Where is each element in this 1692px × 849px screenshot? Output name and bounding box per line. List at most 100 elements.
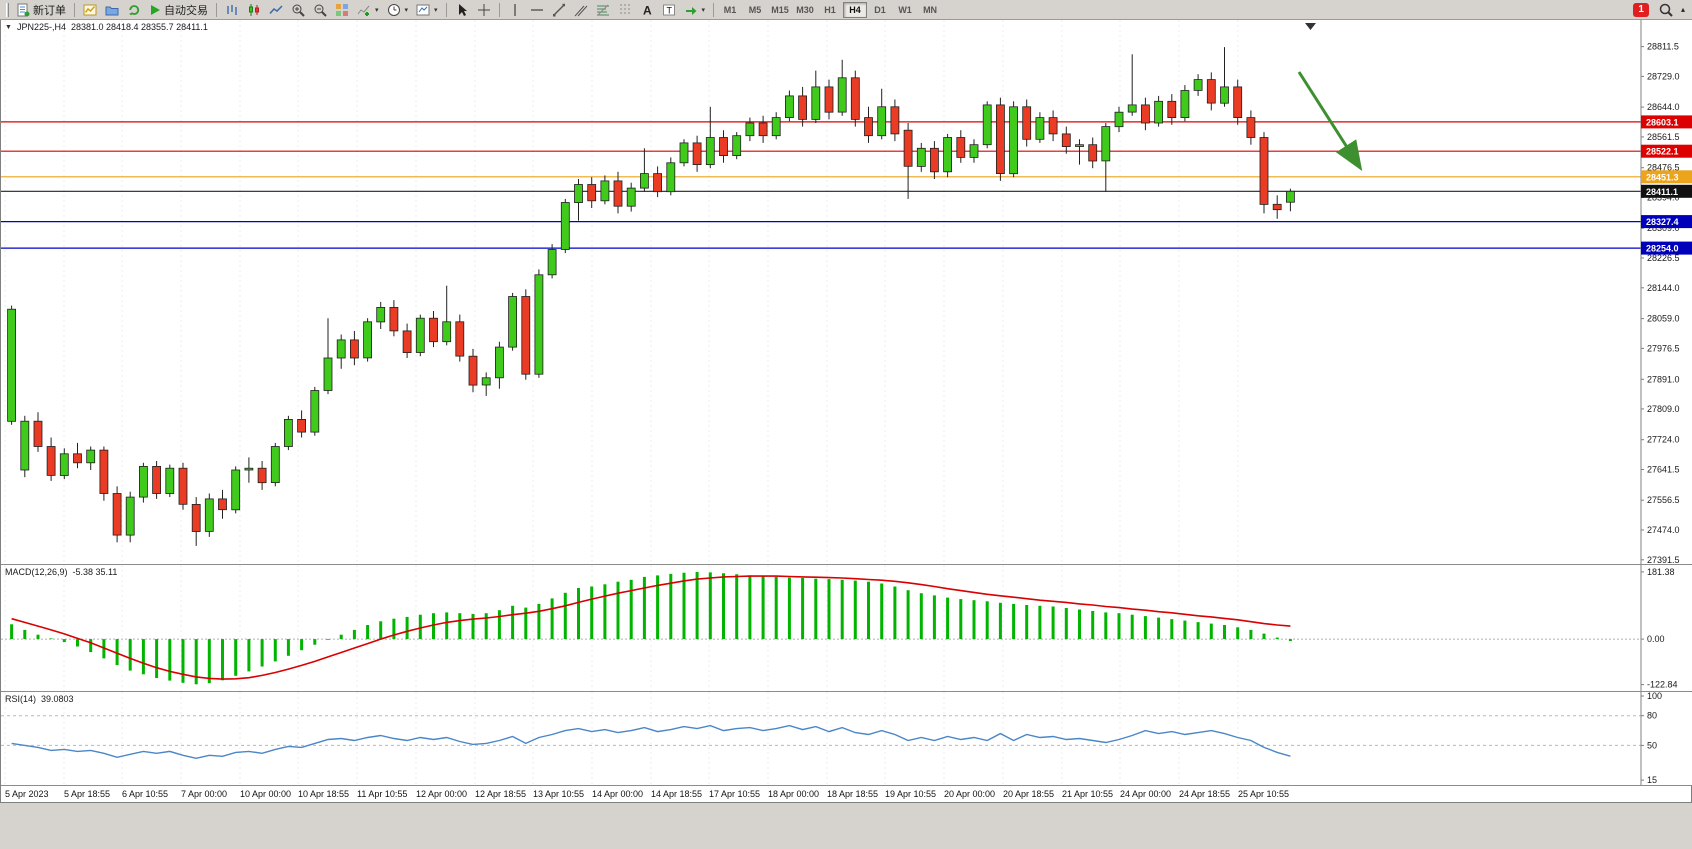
line-chart-icon	[269, 4, 283, 14]
svg-text:28411.1: 28411.1	[1646, 187, 1678, 197]
new-order-button[interactable]: 新订单	[12, 1, 70, 19]
new-chart-button[interactable]	[79, 1, 101, 19]
svg-text:27556.5: 27556.5	[1647, 495, 1680, 505]
time-label: 24 Apr 18:55	[1179, 789, 1231, 799]
zoom-out-icon	[314, 4, 327, 17]
trendline-button[interactable]	[548, 1, 570, 19]
time-label: 6 Apr 10:55	[122, 789, 169, 799]
svg-text:-122.84: -122.84	[1647, 680, 1678, 690]
timeframe-d1-button[interactable]: D1	[868, 2, 892, 18]
search-button[interactable]	[1655, 1, 1677, 19]
vertical-line-button[interactable]	[504, 1, 526, 19]
timeframe-h4-button[interactable]: H4	[843, 1, 868, 18]
svg-text:28309.0: 28309.0	[1647, 223, 1680, 233]
separator	[216, 2, 217, 17]
svg-text:28644.0: 28644.0	[1647, 102, 1680, 112]
dropdown-caret-icon: ▾	[375, 6, 379, 14]
time-label: 17 Apr 10:55	[709, 789, 761, 799]
svg-text:28476.5: 28476.5	[1647, 163, 1680, 173]
vertical-line-icon	[513, 3, 516, 16]
timeframe-m15-button[interactable]: M15	[768, 2, 792, 18]
timeframe-w1-button[interactable]: W1	[893, 2, 917, 18]
new-order-icon	[17, 3, 30, 16]
new-order-label: 新订单	[33, 4, 66, 17]
price-chart[interactable]: 28811.528729.028644.028561.528476.528394…	[1, 20, 1692, 564]
one-click-trading-toggle[interactable]: ▼	[5, 23, 12, 31]
time-label: 10 Apr 18:55	[298, 789, 350, 799]
svg-text:28603.1: 28603.1	[1646, 117, 1679, 127]
auto-trading-button[interactable]: 自动交易	[145, 1, 212, 19]
templates-button[interactable]: ▾	[412, 1, 442, 19]
svg-text:27391.5: 27391.5	[1647, 555, 1680, 564]
candlestick-chart-button[interactable]	[243, 1, 265, 19]
line-chart-button[interactable]	[265, 1, 287, 19]
svg-text:28729.0: 28729.0	[1647, 71, 1680, 81]
price-tag	[1641, 170, 1692, 184]
tile-windows-icon	[336, 3, 348, 16]
cycle-lines-button[interactable]	[614, 1, 636, 19]
time-label: 11 Apr 10:55	[357, 789, 408, 799]
timeframe-m1-button[interactable]: M1	[718, 2, 742, 18]
text-label-icon: T	[662, 4, 675, 15]
time-label: 10 Apr 00:00	[240, 789, 292, 799]
svg-text:27809.0: 27809.0	[1647, 404, 1680, 414]
arrows-icon	[685, 6, 697, 15]
time-label: 21 Apr 10:55	[1062, 789, 1114, 799]
chart-window: 28811.528729.028644.028561.528476.528394…	[0, 20, 1692, 802]
search-icon	[1659, 3, 1673, 17]
svg-text:28059.0: 28059.0	[1647, 314, 1680, 324]
svg-text:28144.0: 28144.0	[1647, 283, 1680, 293]
indicators-button[interactable]: ▾	[353, 1, 383, 19]
cycle-lines-icon	[620, 3, 630, 16]
price-pane[interactable]: 28811.528729.028644.028561.528476.528394…	[1, 20, 1692, 565]
rsi-pane[interactable]: 100 80 50 15 RSI(14) 39.0803	[1, 692, 1692, 786]
templates-icon	[416, 4, 430, 15]
svg-text:28561.5: 28561.5	[1647, 132, 1680, 142]
refresh-button[interactable]	[123, 1, 145, 19]
svg-text:28226.5: 28226.5	[1647, 253, 1680, 263]
timeframe-m5-button[interactable]: M5	[743, 2, 767, 18]
text-button[interactable]: A	[636, 1, 658, 19]
trendline-icon	[552, 3, 565, 16]
arrows-button[interactable]: ▾	[680, 1, 710, 19]
svg-text:50: 50	[1647, 740, 1657, 750]
timeframe-group: M1 M5 M15 M30 H1 H4 D1 W1 MN	[718, 1, 942, 18]
time-axis[interactable]: 5 Apr 2023 5 Apr 18:55 6 Apr 10:55 7 Apr 00…	[1, 786, 1691, 802]
svg-text:28811.5: 28811.5	[1647, 42, 1679, 52]
periods-button[interactable]: ▾	[383, 1, 413, 19]
zoom-in-button[interactable]	[287, 1, 309, 19]
horizontal-line-button[interactable]	[526, 1, 548, 19]
svg-text:0.00: 0.00	[1647, 634, 1665, 644]
svg-text:28254.0: 28254.0	[1646, 244, 1679, 254]
svg-text:15: 15	[1647, 775, 1657, 785]
text-label-button[interactable]: T	[658, 1, 680, 19]
macd-chart[interactable]: 181.38 0.00 -122.84	[1, 565, 1692, 691]
profiles-button[interactable]	[101, 1, 123, 19]
tile-windows-button[interactable]	[331, 1, 353, 19]
rsi-chart[interactable]: 100 80 50 15	[1, 692, 1692, 785]
profiles-icon	[105, 6, 119, 15]
cursor-button[interactable]	[451, 1, 473, 19]
crosshair-button[interactable]	[473, 1, 495, 19]
equidistant-channel-button[interactable]	[570, 1, 592, 19]
notification-badge[interactable]: 1	[1633, 2, 1649, 17]
separator	[74, 2, 75, 17]
horizontal-line-icon	[530, 8, 543, 11]
timeframe-h1-button[interactable]: H1	[818, 2, 842, 18]
svg-text:A: A	[643, 3, 652, 17]
svg-text:27641.5: 27641.5	[1647, 465, 1680, 475]
toolbar-overflow-icon[interactable]: ▴	[1680, 5, 1685, 14]
candles	[7, 47, 1295, 546]
bar-chart-button[interactable]	[221, 1, 243, 19]
zoom-out-button[interactable]	[309, 1, 331, 19]
trend-arrow-annotation	[1297, 71, 1363, 172]
price-tag	[1641, 115, 1692, 129]
toolbar-grip[interactable]	[6, 2, 9, 17]
channel-icon	[574, 5, 587, 16]
timeframe-m30-button[interactable]: M30	[793, 2, 817, 18]
fibonacci-button[interactable]	[592, 1, 614, 19]
indicators-icon	[357, 5, 370, 16]
auto-trading-label: 自动交易	[164, 4, 208, 17]
timeframe-mn-button[interactable]: MN	[918, 2, 942, 18]
macd-pane[interactable]: 181.38 0.00 -122.84 MACD(12,26,9) -5.38 35…	[1, 565, 1692, 692]
